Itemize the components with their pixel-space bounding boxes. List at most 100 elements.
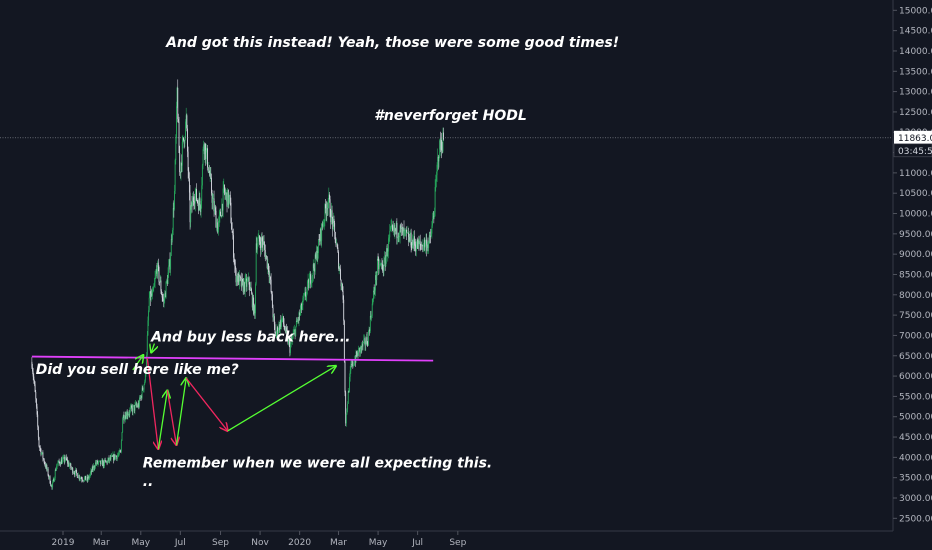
candle (181, 154, 183, 173)
candle (255, 282, 256, 319)
candle (397, 232, 399, 243)
candle (253, 304, 255, 316)
candle (83, 476, 85, 482)
candle (146, 330, 148, 358)
candle (411, 242, 413, 251)
candle (438, 155, 440, 168)
candle (234, 259, 236, 273)
annotation-text: And buy less back here... (150, 330, 350, 346)
candle (197, 198, 199, 207)
candle (218, 216, 220, 236)
candle (70, 462, 72, 470)
candle (111, 455, 113, 458)
candle (222, 181, 224, 218)
candle (209, 167, 211, 182)
candle (126, 409, 128, 420)
candle (436, 162, 438, 183)
candle (100, 460, 102, 465)
candle (97, 462, 99, 467)
candle (69, 463, 70, 469)
candle (365, 333, 367, 345)
candle (338, 263, 340, 275)
candle (194, 187, 196, 212)
x-tick-label: 2020 (288, 538, 311, 548)
candle (262, 235, 264, 252)
candle (167, 267, 169, 285)
candle (138, 400, 140, 410)
candle (403, 220, 405, 239)
candle (286, 326, 288, 337)
candle (419, 234, 421, 252)
candle (275, 330, 277, 339)
y-tick-label: 3500.00 (899, 474, 932, 484)
candle (364, 334, 365, 344)
candle (441, 141, 443, 154)
candle (425, 233, 427, 246)
candle (222, 203, 223, 217)
candle (89, 474, 91, 481)
candle (396, 218, 398, 245)
candle (279, 319, 281, 335)
candle (87, 474, 89, 482)
candle (34, 381, 36, 393)
candle (297, 318, 299, 324)
candle (347, 401, 349, 413)
candle (373, 286, 374, 302)
candle (44, 461, 46, 467)
candle (155, 265, 157, 277)
candle (183, 137, 185, 142)
candle (340, 279, 342, 291)
candle (275, 331, 277, 337)
candle (161, 291, 163, 302)
candle (219, 208, 221, 223)
overlays-layer (0, 137, 893, 449)
candle (343, 295, 345, 325)
candle (406, 226, 408, 240)
candle (382, 264, 384, 277)
candle (206, 147, 208, 153)
candle (258, 230, 260, 239)
candle (287, 331, 289, 345)
candle (76, 468, 78, 476)
candle (170, 252, 172, 276)
candle (110, 453, 112, 462)
candle (52, 479, 54, 490)
candle (301, 302, 303, 314)
candle (62, 454, 64, 463)
candle (38, 436, 40, 448)
candle (189, 184, 191, 230)
candle (80, 476, 81, 481)
candle (134, 401, 136, 415)
candle (382, 260, 384, 273)
candle (378, 256, 380, 276)
candle (102, 458, 103, 467)
candle (43, 458, 45, 465)
candle (402, 223, 404, 236)
candle (157, 258, 159, 272)
candle (417, 237, 419, 250)
candle (311, 273, 313, 288)
candle (257, 233, 259, 247)
candle (288, 336, 290, 348)
candle (271, 290, 273, 301)
candle (348, 390, 350, 393)
candle (289, 337, 291, 357)
candle (375, 271, 376, 296)
candle (321, 221, 323, 231)
candle (135, 401, 137, 408)
candle (152, 286, 153, 300)
candle (124, 416, 126, 422)
x-tick-label: Nov (251, 538, 269, 548)
candle (121, 431, 123, 442)
candle (406, 232, 408, 234)
candle (291, 335, 293, 341)
candle (221, 198, 223, 219)
candle (362, 341, 364, 351)
candle (198, 190, 200, 212)
candle (39, 445, 41, 451)
expected-up-arrow (175, 378, 186, 446)
candle (330, 208, 332, 229)
candle (347, 387, 349, 404)
candle (424, 237, 426, 251)
